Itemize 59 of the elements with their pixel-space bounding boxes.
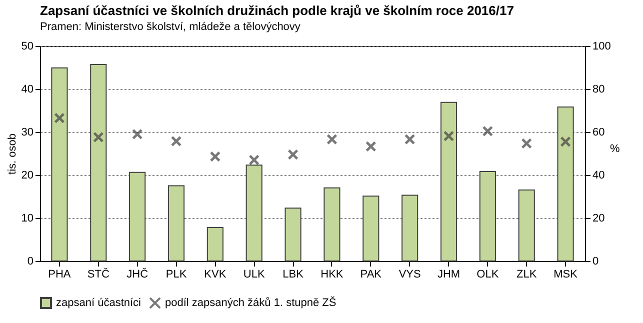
y-tick-label: 40 [21,84,34,96]
y-tick-label: 10 [21,212,34,224]
y-tick-label: 50 [21,40,34,52]
bar [557,106,574,262]
x-tick-label: ZLK [516,268,538,280]
x-tick-label: MSK [554,268,578,280]
point [482,126,494,137]
bar [90,64,107,262]
x-tick-label: PLK [166,268,188,280]
bar [479,171,496,262]
x-tick-label: PHA [48,268,72,280]
point [92,132,104,143]
x-tick-label: STČ [87,268,110,280]
bar [518,190,535,262]
y2-tick-label: 40 [592,170,605,182]
x-tick-label: HKK [320,268,344,280]
bar [51,67,68,262]
x-tick-label: JHM [437,268,460,280]
y2-tick-label: 100 [592,40,611,52]
x-tick-label: ULK [243,268,266,280]
y-tick-label: 20 [21,170,34,182]
point [210,151,221,162]
y2-tick-label: 0 [592,256,599,268]
y-tick-label: 0 [27,256,34,268]
y-tick-label: 30 [21,126,34,138]
x-tick-label: KVK [204,268,227,280]
bar [168,185,185,262]
bar [440,102,458,262]
point [404,134,416,145]
legend-label: zapsaní účastníci [56,297,141,309]
point [170,136,182,147]
point [54,112,65,124]
point [365,140,376,152]
point [521,138,532,149]
chart-title: Zapsaní účastníci ve školních družinách podle krajů ve školním roce 2016/17 [40,3,514,18]
bar [402,194,418,262]
point [248,154,260,166]
bar [206,226,224,262]
bar [324,187,340,262]
legend-label: podíl zapsaných žáků 1. stupně ZŠ [165,296,336,309]
point [326,134,338,145]
point [560,136,571,148]
y2-axis-title: % [610,143,620,155]
bar [284,208,302,262]
chart-subtitle: Pramen: Ministerstvo školství, mládeže a tělovýchovy [40,21,301,33]
y2-tick-label: 20 [592,212,605,224]
point [132,128,143,140]
y2-tick-label: 80 [592,84,605,96]
x-tick-label: VYS [398,268,421,280]
point [288,149,298,160]
bar [129,172,146,262]
x-tick-label: LBK [282,268,304,280]
x-tick-label: PAK [360,268,382,280]
y-axis-title: tis. osob [6,134,18,174]
bar [362,196,380,262]
point [443,130,454,142]
x-tick-label: OLK [476,268,500,280]
x-tick-label: JHČ [126,268,148,280]
y2-tick-label: 60 [592,126,605,138]
